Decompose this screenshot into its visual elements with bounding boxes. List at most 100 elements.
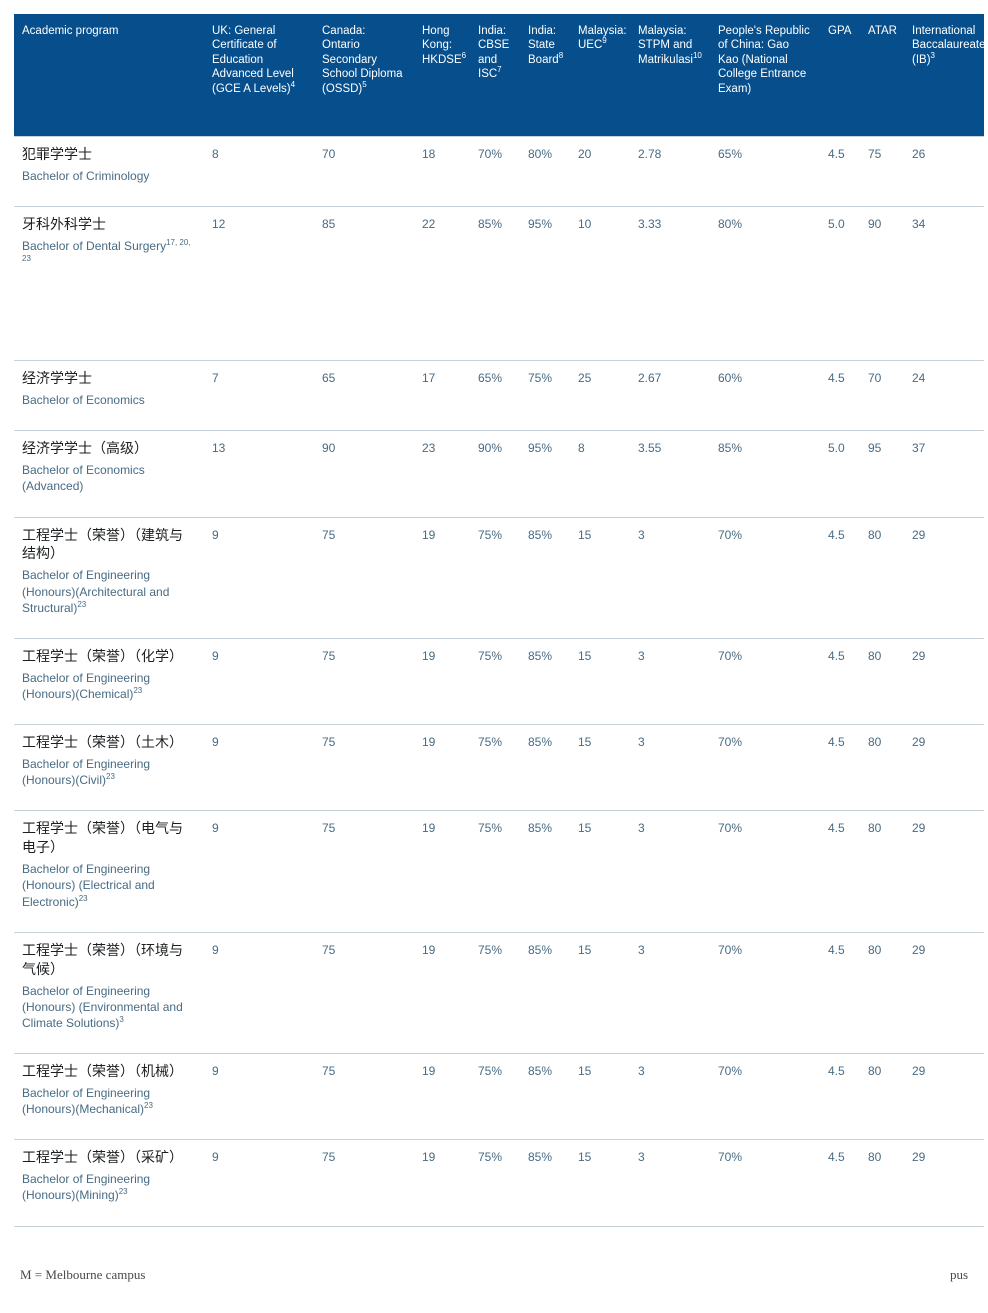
value-cell: 60% bbox=[710, 361, 820, 431]
program-cell: 工程学士（荣誉）（环境与气候）Bachelor of Engineering (… bbox=[14, 932, 204, 1053]
value-cell: 80 bbox=[860, 1054, 904, 1140]
legend-right: pus bbox=[950, 1267, 968, 1283]
value-cell: 75 bbox=[314, 638, 414, 724]
program-cell: 工程学士（荣誉）（采矿）Bachelor of Engineering (Hon… bbox=[14, 1140, 204, 1226]
value-cell: 85% bbox=[520, 725, 570, 811]
program-cell: 工程学士（荣誉）（机械） Bachelor of Engineering (Hon… bbox=[14, 1054, 204, 1140]
value-cell: 4.5 bbox=[820, 811, 860, 932]
column-header: International Baccalaureate (IB)3 bbox=[904, 14, 984, 136]
value-cell: 19 bbox=[414, 1140, 470, 1226]
program-name-en: Bachelor of Engineering (Honours) (Elect… bbox=[22, 861, 196, 910]
value-cell: 85% bbox=[520, 517, 570, 638]
value-cell: 2.78 bbox=[630, 136, 710, 206]
program-name-en: Bachelor of Economics bbox=[22, 392, 196, 408]
table-row: 工程学士（荣誉）（建筑与结构）Bachelor of Engineering (… bbox=[14, 517, 984, 638]
value-cell: 85% bbox=[470, 206, 520, 360]
value-cell: 5.0 bbox=[820, 206, 860, 360]
column-header: India: CBSE and ISC7 bbox=[470, 14, 520, 136]
value-cell: 75% bbox=[470, 1140, 520, 1226]
value-cell: 75% bbox=[470, 638, 520, 724]
program-cell: 犯罪学学士Bachelor of Criminology bbox=[14, 136, 204, 206]
value-cell: 80 bbox=[860, 638, 904, 724]
column-header: Academic program bbox=[14, 14, 204, 136]
value-cell: 90 bbox=[314, 431, 414, 517]
value-cell: 19 bbox=[414, 725, 470, 811]
value-cell: 75% bbox=[470, 517, 520, 638]
column-header: Malaysia: STPM and Matrikulasi10 bbox=[630, 14, 710, 136]
value-cell: 80 bbox=[860, 1140, 904, 1226]
value-cell: 19 bbox=[414, 811, 470, 932]
program-name-en: Bachelor of Engineering (Honours)(Mechan… bbox=[22, 1085, 196, 1117]
value-cell: 4.5 bbox=[820, 932, 860, 1053]
value-cell: 9 bbox=[204, 517, 314, 638]
program-cell: 工程学士（荣誉）（土木）Bachelor of Engineering (Hon… bbox=[14, 725, 204, 811]
value-cell: 8 bbox=[204, 136, 314, 206]
value-cell: 4.5 bbox=[820, 725, 860, 811]
value-cell: 85% bbox=[520, 1054, 570, 1140]
value-cell: 95% bbox=[520, 206, 570, 360]
table-row: 犯罪学学士Bachelor of Criminology8701870%80%2… bbox=[14, 136, 984, 206]
value-cell: 4.5 bbox=[820, 638, 860, 724]
program-cell: 经济学学士Bachelor of Economics bbox=[14, 361, 204, 431]
value-cell: 3.33 bbox=[630, 206, 710, 360]
value-cell: 80 bbox=[860, 725, 904, 811]
program-name-zh: 工程学士（荣誉）（机械） bbox=[22, 1064, 196, 1083]
value-cell: 3.55 bbox=[630, 431, 710, 517]
program-cell: 工程学士（荣誉）（建筑与结构）Bachelor of Engineering (… bbox=[14, 517, 204, 638]
table-header-row: Academic programUK: General Certificate … bbox=[14, 14, 984, 136]
column-header: Hong Kong: HKDSE6 bbox=[414, 14, 470, 136]
table-row: 工程学士（荣誉）（化学）Bachelor of Engineering (Hon… bbox=[14, 638, 984, 724]
value-cell: 19 bbox=[414, 932, 470, 1053]
value-cell: 24 bbox=[904, 361, 984, 431]
value-cell: 70% bbox=[710, 932, 820, 1053]
value-cell: 75% bbox=[520, 361, 570, 431]
value-cell: 9 bbox=[204, 811, 314, 932]
value-cell: 29 bbox=[904, 811, 984, 932]
value-cell: 4.5 bbox=[820, 361, 860, 431]
value-cell: 23 bbox=[414, 431, 470, 517]
value-cell: 12 bbox=[204, 206, 314, 360]
value-cell: 70% bbox=[470, 136, 520, 206]
value-cell: 70% bbox=[710, 725, 820, 811]
program-name-zh: 牙科外科学士 bbox=[22, 217, 196, 236]
value-cell: 15 bbox=[570, 517, 630, 638]
value-cell: 3 bbox=[630, 1054, 710, 1140]
value-cell: 85 bbox=[314, 206, 414, 360]
value-cell: 15 bbox=[570, 1140, 630, 1226]
table-row: 牙科外科学士Bachelor of Dental Surgery17, 20, … bbox=[14, 206, 984, 360]
value-cell: 80% bbox=[520, 136, 570, 206]
value-cell: 75 bbox=[860, 136, 904, 206]
footer-legend: M = Melbourne campus pus bbox=[14, 1267, 974, 1283]
program-cell: 经济学学士（高级）Bachelor of Economics (Advanced… bbox=[14, 431, 204, 517]
value-cell: 95% bbox=[520, 431, 570, 517]
value-cell: 65% bbox=[710, 136, 820, 206]
value-cell: 75 bbox=[314, 932, 414, 1053]
program-name-zh: 经济学学士（高级） bbox=[22, 441, 196, 460]
value-cell: 15 bbox=[570, 1054, 630, 1140]
program-name-zh: 犯罪学学士 bbox=[22, 147, 196, 166]
value-cell: 20 bbox=[570, 136, 630, 206]
value-cell: 75 bbox=[314, 1054, 414, 1140]
value-cell: 19 bbox=[414, 1054, 470, 1140]
value-cell: 95 bbox=[860, 431, 904, 517]
value-cell: 4.5 bbox=[820, 1054, 860, 1140]
column-header: People's Republic of China: Gao Kao (Nat… bbox=[710, 14, 820, 136]
value-cell: 4.5 bbox=[820, 136, 860, 206]
program-name-en: Bachelor of Engineering (Honours)(Chemic… bbox=[22, 670, 196, 702]
value-cell: 75 bbox=[314, 1140, 414, 1226]
value-cell: 9 bbox=[204, 725, 314, 811]
value-cell: 17 bbox=[414, 361, 470, 431]
value-cell: 19 bbox=[414, 638, 470, 724]
value-cell: 3 bbox=[630, 1140, 710, 1226]
value-cell: 18 bbox=[414, 136, 470, 206]
value-cell: 34 bbox=[904, 206, 984, 360]
column-header: UK: General Certificate of Education Adv… bbox=[204, 14, 314, 136]
value-cell: 22 bbox=[414, 206, 470, 360]
legend-left: M = Melbourne campus bbox=[20, 1267, 145, 1283]
value-cell: 85% bbox=[520, 811, 570, 932]
value-cell: 70 bbox=[860, 361, 904, 431]
program-name-zh: 工程学士（荣誉）（建筑与结构） bbox=[22, 528, 196, 566]
value-cell: 70% bbox=[710, 517, 820, 638]
value-cell: 75% bbox=[470, 1054, 520, 1140]
value-cell: 75 bbox=[314, 517, 414, 638]
